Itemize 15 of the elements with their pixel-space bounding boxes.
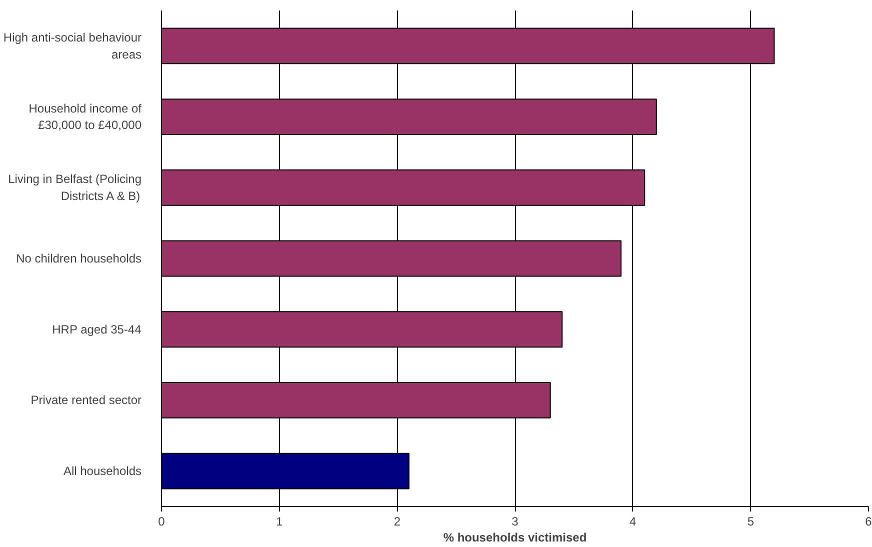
x-tick-label: 4 <box>629 514 636 528</box>
x-tick-label: 0 <box>158 514 166 528</box>
y-tick-label: All households <box>63 464 142 478</box>
y-tick-label: No children households <box>16 252 142 266</box>
y-tick-label: High anti-social behaviour areas <box>3 30 142 62</box>
x-tick-label: 2 <box>394 514 401 528</box>
x-axis-title: % households victimised <box>443 530 587 544</box>
x-tick-label: 5 <box>747 514 754 528</box>
y-tick-label: Living in Belfast (Policing Districts A & B) <box>8 172 142 204</box>
x-tick-label: 1 <box>276 514 283 528</box>
x-tick-label: 3 <box>512 514 519 528</box>
x-tick-label: 6 <box>865 514 872 528</box>
y-tick-label: HRP aged 35-44 <box>52 322 142 336</box>
y-tick-label: Household income of £30,000 to £40,000 <box>28 101 142 132</box>
y-tick-label: Private rented sector <box>30 393 142 408</box>
